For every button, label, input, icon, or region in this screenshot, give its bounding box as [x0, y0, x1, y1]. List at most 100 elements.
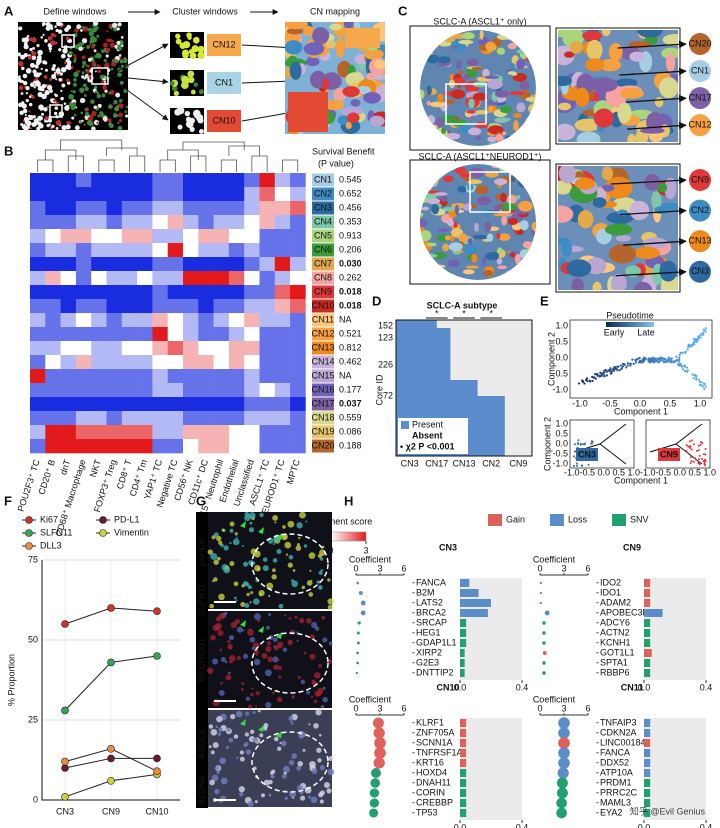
- nucleus: [224, 660, 228, 664]
- nucleus: [244, 603, 250, 608]
- cell: [86, 64, 90, 68]
- cn-patch: [431, 252, 447, 260]
- nucleus: [296, 784, 303, 791]
- cell-point: [573, 455, 576, 458]
- heatmap-cell: [45, 383, 61, 398]
- heatmap-cell: [30, 201, 46, 216]
- cell: [34, 72, 41, 78]
- cn-swatch: [312, 201, 334, 215]
- cell-point: [695, 378, 698, 381]
- nucleus: [239, 750, 244, 755]
- cn-patch: [662, 34, 678, 46]
- cluster-swatch: [207, 72, 241, 94]
- cn-label: CN11: [312, 314, 334, 324]
- cn-patch: [601, 30, 611, 37]
- arrow: [625, 94, 687, 103]
- cell: [190, 89, 196, 95]
- heatmap-cell: [183, 215, 199, 230]
- absent-area: [436, 320, 532, 328]
- nucleus: [220, 777, 228, 785]
- cn-patch: [519, 81, 531, 90]
- cn-label: CN2: [314, 188, 332, 198]
- cell: [54, 106, 59, 110]
- coef-dot: [556, 807, 567, 819]
- freq-bar: [460, 669, 465, 677]
- heatmap-cell: [106, 411, 123, 426]
- cell-point: [701, 385, 704, 388]
- gene-dash: -: [412, 597, 415, 607]
- inset-axes: [569, 419, 635, 469]
- cell: [65, 36, 70, 41]
- heatmap-cell: [228, 187, 245, 202]
- cell-point: [603, 374, 606, 377]
- heatmap-cell: [45, 229, 61, 244]
- nucleus: [318, 570, 323, 575]
- heatmap-cell: [213, 383, 230, 398]
- cn-patch: [518, 200, 533, 212]
- heatmap-cell: [121, 257, 138, 272]
- heatmap-cell: [30, 313, 46, 328]
- heatmap-cell: [30, 173, 46, 188]
- coef-tick-label: 3: [561, 563, 566, 573]
- heatmap-cell: [45, 411, 61, 426]
- cell: [44, 38, 48, 43]
- cell: [41, 84, 47, 89]
- cell: [175, 38, 182, 45]
- cn-label: CN6: [314, 244, 332, 254]
- cell-point: [590, 442, 593, 445]
- gene-label: KLRF1: [416, 717, 444, 727]
- heatmap-cell: [274, 383, 291, 398]
- p-value: NA: [339, 370, 352, 380]
- gene-dash: -: [412, 587, 415, 597]
- coef-dot: [542, 621, 546, 625]
- cell: [18, 85, 24, 91]
- gene-label: ATP10A: [600, 767, 633, 777]
- zoom: [558, 166, 678, 290]
- nucleus: [309, 569, 312, 572]
- heatmap-cell: [45, 299, 61, 314]
- heatmap-cell: [91, 439, 107, 454]
- cluster-swatch: [207, 110, 241, 132]
- cn-swatch: [312, 285, 334, 299]
- cn-patch: [437, 228, 451, 233]
- heatmap-cell: [244, 397, 260, 412]
- nucleus: [216, 556, 221, 561]
- dendro-branch: [220, 159, 237, 172]
- cell: [116, 27, 120, 31]
- gene-dash: -: [412, 747, 415, 757]
- cell: [197, 51, 205, 60]
- cell: [54, 41, 58, 45]
- cn-patch: [452, 45, 458, 50]
- cn-patch: [373, 59, 385, 70]
- nucleus: [298, 733, 304, 739]
- cn-patch: [512, 165, 518, 175]
- freq-bar: [644, 659, 651, 667]
- nucleus: [287, 562, 293, 568]
- point: [107, 754, 115, 763]
- coef-dot: [355, 671, 358, 675]
- nucleus: [223, 545, 229, 551]
- cell: [185, 116, 192, 123]
- legend-marker: [99, 529, 107, 537]
- nucleus: [296, 522, 303, 529]
- cn-patch: [432, 164, 445, 172]
- nucleus: [300, 795, 306, 801]
- heatmap-cell: [152, 369, 168, 384]
- cell-point: [697, 335, 701, 338]
- heatmap-cell: [228, 397, 245, 412]
- cn-patch: [450, 30, 455, 35]
- cell: [23, 81, 27, 85]
- cn-patch: [505, 140, 521, 146]
- cell: [86, 120, 93, 126]
- cell-point: [591, 379, 594, 383]
- absent-area: [477, 380, 532, 396]
- heatmap-cell: [244, 299, 260, 314]
- coef-dot: [360, 600, 366, 606]
- cell-point: [700, 384, 703, 387]
- cn-patch: [434, 192, 448, 196]
- heatmap-cell: [152, 243, 168, 258]
- heatmap-cell: [75, 341, 92, 356]
- gene-dash: -: [596, 767, 599, 777]
- nucleus: [233, 734, 239, 739]
- cell-point: [692, 377, 695, 380]
